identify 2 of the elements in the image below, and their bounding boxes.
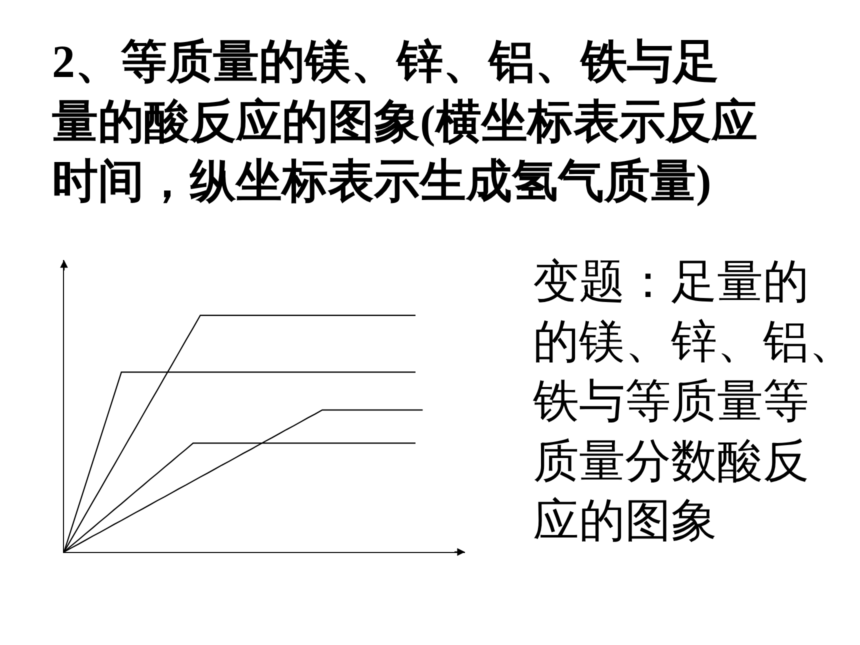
text: 变题：足量的的镁、锌、铝、铁与等质量等质量分数酸反应的图象: [532, 256, 855, 546]
chart-title: 2、等质量的镁、锌、铝、铁与足量的酸反应的图象(横坐标表示反应时间，纵坐标表示生成氢气质量): [52, 36, 758, 207]
